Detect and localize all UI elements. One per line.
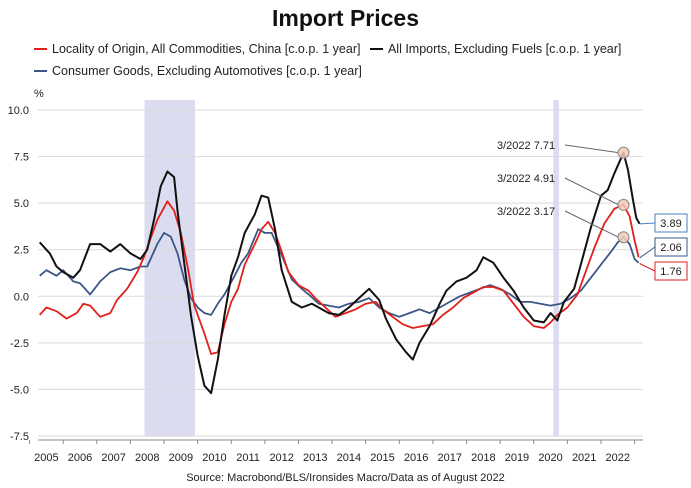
recession-band <box>144 100 195 436</box>
series-line <box>39 200 640 355</box>
x-tick-label: 2010 <box>202 452 226 464</box>
legend-swatch-blue <box>34 69 47 72</box>
chart-title: Import Prices <box>272 5 419 31</box>
y-tick-label: 7.5 <box>14 152 29 164</box>
end-label: 2.06 <box>660 242 681 254</box>
y-tick-label: 10.0 <box>8 105 29 117</box>
series-lines <box>38 151 641 395</box>
x-tick-label: 2018 <box>471 452 495 464</box>
x-tick-label: 2017 <box>437 452 461 464</box>
recession-bands <box>144 100 559 436</box>
series-line <box>38 151 641 395</box>
x-tick-label: 2022 <box>606 452 630 464</box>
x-tick-label: 2008 <box>135 452 159 464</box>
recession-band <box>553 100 559 436</box>
annotation-leader <box>564 177 619 206</box>
end-label-box <box>654 261 688 281</box>
annotation-label: 3/2022 3.17 <box>497 206 555 218</box>
end-label-box <box>654 237 688 257</box>
x-tick-label: 2006 <box>68 452 92 464</box>
y-tick-label: 5.0 <box>14 198 29 210</box>
annotation-label: 3/2022 4.91 <box>497 173 555 185</box>
x-tick-label: 2009 <box>169 452 193 464</box>
x-tick-label: 2014 <box>337 452 361 464</box>
x-tick-label: 2007 <box>101 452 125 464</box>
y-tick-label: -5.0 <box>10 384 29 396</box>
series-line <box>39 228 640 318</box>
y-tick-label: -7.5 <box>10 431 29 443</box>
x-tick-label: 2016 <box>404 452 428 464</box>
annotation-label: 3/2022 7.71 <box>497 140 555 152</box>
end-label-leader <box>639 222 656 225</box>
x-tick-label: 2015 <box>370 452 394 464</box>
annotation-marker <box>617 146 630 159</box>
source-note: Source: Macrobond/BLS/Ironsides Macro/Da… <box>186 472 505 484</box>
x-tick-label: 2011 <box>236 452 260 464</box>
legend-item-all-imports: All Imports, Excluding Fuels [c.o.p. 1 y… <box>369 38 622 60</box>
annotation-leader <box>564 144 619 154</box>
y-axis-unit: % <box>34 88 44 100</box>
legend-swatch-red <box>34 47 47 50</box>
annotations: 3/2022 7.71 3/2022 4.91 3/2022 3.17 3.89 2.0… <box>497 140 688 281</box>
x-tick-label: 2012 <box>269 452 293 464</box>
end-label-box <box>654 213 688 233</box>
end-label-leader <box>639 263 656 272</box>
legend-label: All Imports, Excluding Fuels [c.o.p. 1 y… <box>387 42 622 56</box>
y-tick-label: -2.5 <box>10 338 29 350</box>
end-label: 3.89 <box>660 218 681 230</box>
x-tick-label: 2013 <box>303 452 327 464</box>
annotation-leader <box>564 210 619 238</box>
annotation-marker <box>617 198 630 211</box>
x-tick-label: 2021 <box>572 452 596 464</box>
end-label-leader <box>639 246 656 259</box>
end-label: 1.76 <box>660 266 681 278</box>
annotation-marker <box>617 231 630 244</box>
grid-lines <box>38 109 643 437</box>
legend: Locality of Origin, All Commodities, Chi… <box>34 38 684 82</box>
x-tick-label: 2005 <box>34 452 58 464</box>
legend-item-china: Locality of Origin, All Commodities, Chi… <box>34 38 360 60</box>
legend-swatch-black <box>369 47 383 50</box>
x-tick-label: 2019 <box>505 452 529 464</box>
y-tick-label: 0.0 <box>14 291 29 303</box>
legend-label: Consumer Goods, Excluding Automotives [c… <box>52 64 362 78</box>
legend-item-consumer-goods: Consumer Goods, Excluding Automotives [c… <box>34 60 362 82</box>
x-tick-label: 2020 <box>538 452 562 464</box>
legend-label: Locality of Origin, All Commodities, Chi… <box>52 42 361 56</box>
y-tick-label: 2.5 <box>14 245 29 257</box>
axes: 10.0 7.5 5.0 2.5 0.0 -2.5 -5.0 -7.5% 2005 2006 200… <box>8 88 643 464</box>
